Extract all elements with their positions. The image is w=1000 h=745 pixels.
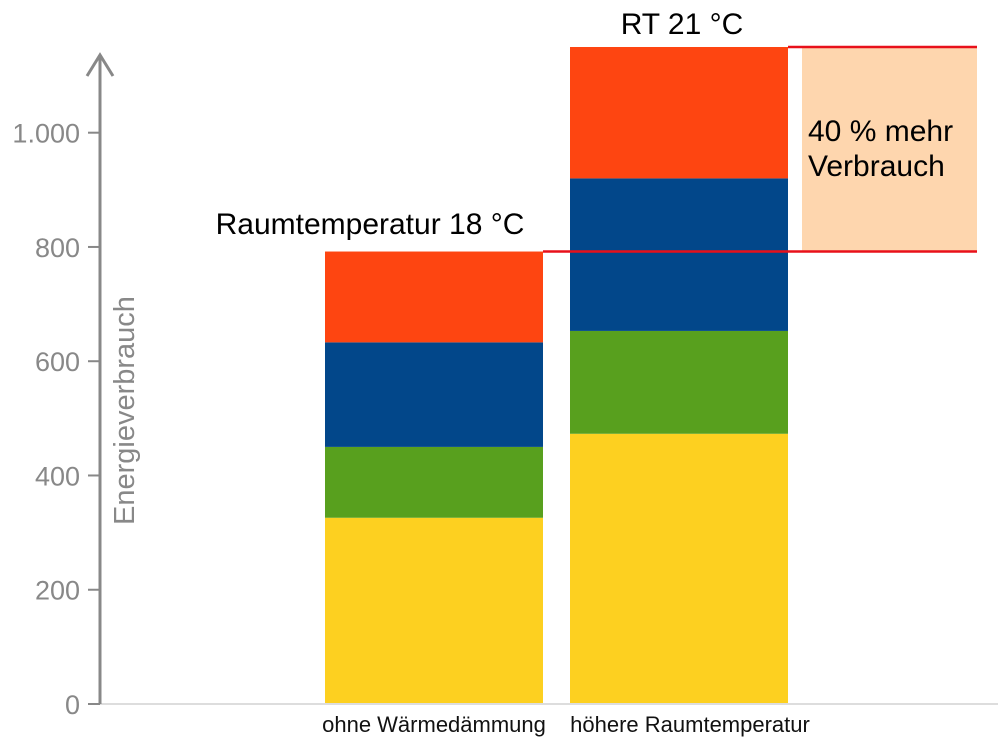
bar-segment-2-1	[570, 433, 788, 704]
y-tick-label: 200	[35, 576, 80, 606]
y-tick-label: 1.000	[12, 119, 80, 149]
bar-segment-1-2	[325, 446, 543, 518]
difference-text-line2: Verbrauch	[808, 150, 945, 183]
bars	[325, 47, 788, 704]
bar-segment-1-1	[325, 517, 543, 704]
difference-text-line1: 40 % mehr	[808, 115, 953, 148]
y-tick-label: 400	[35, 461, 80, 491]
y-axis-arrow-icon	[85, 52, 115, 77]
difference-box	[802, 47, 977, 252]
y-axis-label: Energieverbrauch	[109, 296, 141, 525]
bar1-annotation: Raumtemperatur 18 °C	[216, 208, 525, 241]
bar-segment-1-4	[325, 251, 543, 343]
category-label-1: ohne Wärmedämmung	[322, 712, 546, 737]
bar-segment-1-3	[325, 342, 543, 447]
bar-segment-2-2	[570, 330, 788, 434]
bar-segment-2-4	[570, 47, 788, 179]
difference-highlight	[543, 45, 977, 253]
category-label-2: höhere Raumtemperatur	[570, 712, 810, 737]
bar2-annotation: RT 21 °C	[621, 8, 744, 41]
y-tick-label: 600	[35, 347, 80, 377]
y-tick-label: 0	[65, 690, 80, 720]
y-tick-label: 800	[35, 233, 80, 263]
axes	[85, 52, 998, 705]
y-axis-ticks: 0 200 400 600 800 1.000	[12, 119, 100, 720]
bar-segment-2-3	[570, 178, 788, 331]
